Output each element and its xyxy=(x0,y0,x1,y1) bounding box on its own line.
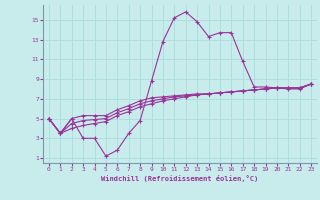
X-axis label: Windchill (Refroidissement éolien,°C): Windchill (Refroidissement éolien,°C) xyxy=(101,175,259,182)
